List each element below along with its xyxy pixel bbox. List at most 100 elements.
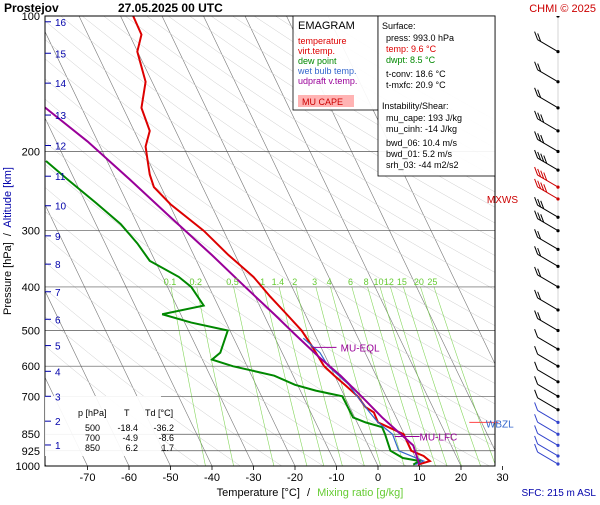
info-box: [377, 15, 496, 177]
wind-barb-dot: [556, 308, 560, 312]
wind-barb-shaft: [537, 421, 559, 435]
wind-barb-flag: [534, 310, 539, 319]
wind-barb-flag: [537, 151, 542, 161]
station-name: Prostejov: [4, 1, 59, 15]
mixing-ratio-labels: 0.1 0.2 0.5 1 1.4 2 3 4 6 8 10 12 15 20 25: [164, 277, 438, 287]
wind-barb-flag: [534, 361, 539, 370]
mixing-ratio-label: 0.5: [226, 277, 239, 287]
mixing-ratio-label: 0.2: [190, 277, 203, 287]
wind-barb-flag: [540, 214, 545, 223]
table-cell: 6.2: [125, 443, 138, 453]
wind-barb-flag: [534, 31, 539, 40]
altitude-tick-label: 14: [55, 79, 67, 90]
pressure-tick-label: 500: [22, 326, 40, 338]
mixing-ratio-label: 25: [427, 277, 437, 287]
legend-item: wet bulb temp.: [297, 66, 357, 76]
wind-barb-flag: [534, 197, 539, 206]
temperature-tick-label: -50: [163, 472, 179, 484]
isotherm: [45, 203, 171, 466]
wind-barb-flag: [537, 33, 542, 42]
temperature-tick-label: -40: [204, 472, 220, 484]
wind-barb-shaft: [537, 383, 559, 397]
wind-barb-shaft: [537, 451, 559, 465]
altitude-tick-label: 4: [55, 367, 61, 378]
temperature-tick-label: 10: [413, 472, 425, 484]
wind-barb-shaft: [537, 397, 559, 411]
altitude-tick-label: 11: [55, 172, 66, 183]
temperature-tick-label: -70: [80, 472, 96, 484]
temperature-ticks: -70 -60 -50 -40 -30 -20 -10 0 10 20 30: [80, 466, 509, 484]
temperature-tick-label: 0: [375, 472, 381, 484]
altitude-tick-label: 7: [55, 288, 61, 299]
wind-barb-flag: [537, 230, 542, 240]
mixing-ratio-label: 2: [292, 277, 297, 287]
wind-barb-flag: [534, 345, 539, 355]
pressure-tick-label: 600: [22, 361, 40, 373]
wind-barb-dot: [556, 408, 560, 412]
wind-barb-flag: [534, 425, 539, 434]
bwd-06-value: bwd_06: 10.4 m/s: [386, 138, 458, 148]
y-axis-label-altitude: Altitude [km]: [2, 167, 14, 228]
isotherm: [161, 16, 379, 466]
table-cell: 700: [85, 433, 100, 443]
isotherm: [45, 376, 88, 466]
wind-barb-flag: [540, 134, 545, 144]
pressure-tick-label: 1000: [16, 461, 40, 473]
surface-dwpt: dwpt: 8.5 °C: [386, 55, 436, 65]
mixing-ratio-label: 4: [327, 277, 332, 287]
temperature-tick-label: -10: [329, 472, 345, 484]
y-axis-label-sep: /: [2, 232, 14, 236]
temperature-tick-label: -60: [121, 472, 137, 484]
altitude-tick-label: 10: [55, 202, 67, 213]
wind-barb-flag: [534, 131, 539, 140]
isotherm: [45, 117, 213, 466]
wind-barb-flag: [537, 291, 542, 300]
wind-barb-shaft: [537, 118, 559, 132]
wind-barb-dot: [556, 380, 560, 384]
wind-barb-shaft: [537, 95, 559, 109]
mixing-ratio-label: 1: [260, 277, 265, 287]
wind-barb-flag: [534, 443, 539, 453]
temperature-line: [132, 16, 432, 466]
dry-adiabat: [146, 16, 495, 240]
isobar-lines: [45, 16, 495, 466]
wind-barb-flag: [534, 376, 539, 385]
table-cell: -4.9: [122, 433, 138, 443]
mixing-ratio-label: 20: [414, 277, 424, 287]
wind-barb-flag: [537, 247, 542, 257]
mixing-ratio-label: 8: [364, 277, 369, 287]
altitude-tick-label: 9: [55, 232, 61, 243]
legend-title: EMAGRAM: [298, 20, 355, 32]
pressure-tick-label: 300: [22, 226, 40, 238]
level-annotations: MU-EQL MU-LFC WBZL MXWS: [311, 195, 518, 444]
wind-barb-dot: [556, 215, 560, 219]
temperature-tick-label: -30: [246, 472, 262, 484]
wind-barb-flag: [537, 63, 542, 72]
wind-barb-flag: [537, 212, 542, 221]
wind-barb-dot: [556, 16, 560, 18]
wind-barb-flag: [537, 180, 542, 189]
mu-cape-badge-bg: [298, 95, 354, 107]
temperature-tick-label: 20: [455, 472, 467, 484]
mu-lfc-label: MU-LFC: [420, 433, 458, 444]
dry-adiabat: [82, 16, 495, 291]
x-axis-label-temperature: Temperature [°C]: [217, 487, 300, 499]
table-cell: -8.6: [158, 433, 174, 443]
wind-barb-shaft: [537, 186, 559, 200]
altitude-tick-label: 3: [55, 392, 61, 403]
wind-barb-shaft: [537, 274, 559, 288]
table-header-p: p [hPa]: [78, 408, 107, 418]
sounding-series: [45, 16, 432, 466]
wind-barb-shaft: [537, 139, 559, 152]
pressure-tick-label: 850: [22, 429, 40, 441]
mu-cape-badge: MU CAPE: [302, 97, 343, 107]
wind-barb-shaft: [537, 409, 559, 423]
mixing-ratio-label: 10: [374, 277, 384, 287]
wind-barb-flag: [534, 210, 539, 219]
wind-barb-shaft: [537, 69, 559, 83]
dry-adiabat: [45, 78, 495, 384]
altitude-tick-label: 1: [55, 441, 61, 452]
wind-barb-flag: [537, 168, 542, 178]
